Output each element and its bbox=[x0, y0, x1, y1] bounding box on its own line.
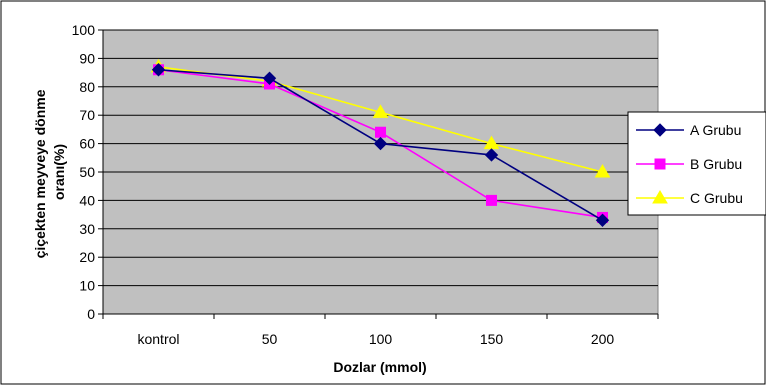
x-tick-label: 50 bbox=[262, 331, 278, 347]
grid-lines bbox=[103, 29, 658, 287]
x-axis-title: Dozlar (mmol) bbox=[333, 359, 426, 375]
data-point bbox=[486, 194, 497, 206]
data-point bbox=[594, 164, 611, 178]
data-point bbox=[652, 190, 668, 204]
x-tick-label: 100 bbox=[369, 331, 393, 347]
data-point bbox=[654, 158, 666, 170]
data-point bbox=[375, 126, 386, 138]
data-point bbox=[373, 136, 388, 151]
y-axis-title-line-1: çiçekten meyveye dönme bbox=[32, 89, 48, 258]
y-tick-label: 10 bbox=[79, 278, 95, 294]
y-tick-label: 0 bbox=[87, 306, 95, 322]
legend-item: A Grubu bbox=[636, 122, 741, 138]
data-point bbox=[484, 148, 499, 162]
y-axis-title: çiçekten meyveye dönme oranı(%) bbox=[32, 86, 67, 259]
data-point bbox=[653, 123, 667, 137]
y-tick-label: 60 bbox=[79, 136, 95, 152]
y-tick-label: 100 bbox=[72, 22, 96, 38]
data-point bbox=[595, 213, 610, 227]
y-tick-label: 50 bbox=[79, 164, 95, 180]
x-tick-label: kontrol bbox=[137, 331, 179, 347]
x-tick-label: 150 bbox=[480, 331, 504, 347]
y-tick-label: 80 bbox=[79, 79, 95, 95]
legend-item: C Grubu bbox=[636, 190, 743, 206]
x-tick-label: 200 bbox=[591, 331, 615, 347]
y-axis-title-line-2: oranı(%) bbox=[51, 144, 67, 200]
legend-label: A Grubu bbox=[690, 122, 741, 138]
y-tick-label: 90 bbox=[79, 50, 95, 66]
y-tick-label: 70 bbox=[79, 107, 95, 123]
legend: A Grubu B Grubu C Grubu bbox=[627, 111, 766, 216]
data-point bbox=[151, 63, 166, 77]
data-point bbox=[372, 104, 389, 118]
axes: 0 10 20 30 40 50 60 70 80 90 100 kontrol 50 100 150 200 bbox=[72, 22, 659, 347]
y-tick-label: 20 bbox=[79, 249, 95, 265]
series-layer bbox=[150, 58, 611, 227]
y-tick-label: 40 bbox=[79, 192, 95, 208]
y-tick-label: 30 bbox=[79, 221, 95, 237]
legend-item: B Grubu bbox=[636, 156, 742, 172]
legend-label: C Grubu bbox=[690, 190, 743, 206]
legend-label: B Grubu bbox=[690, 156, 742, 172]
data-point bbox=[262, 71, 277, 85]
series-a-grubu bbox=[151, 63, 610, 227]
